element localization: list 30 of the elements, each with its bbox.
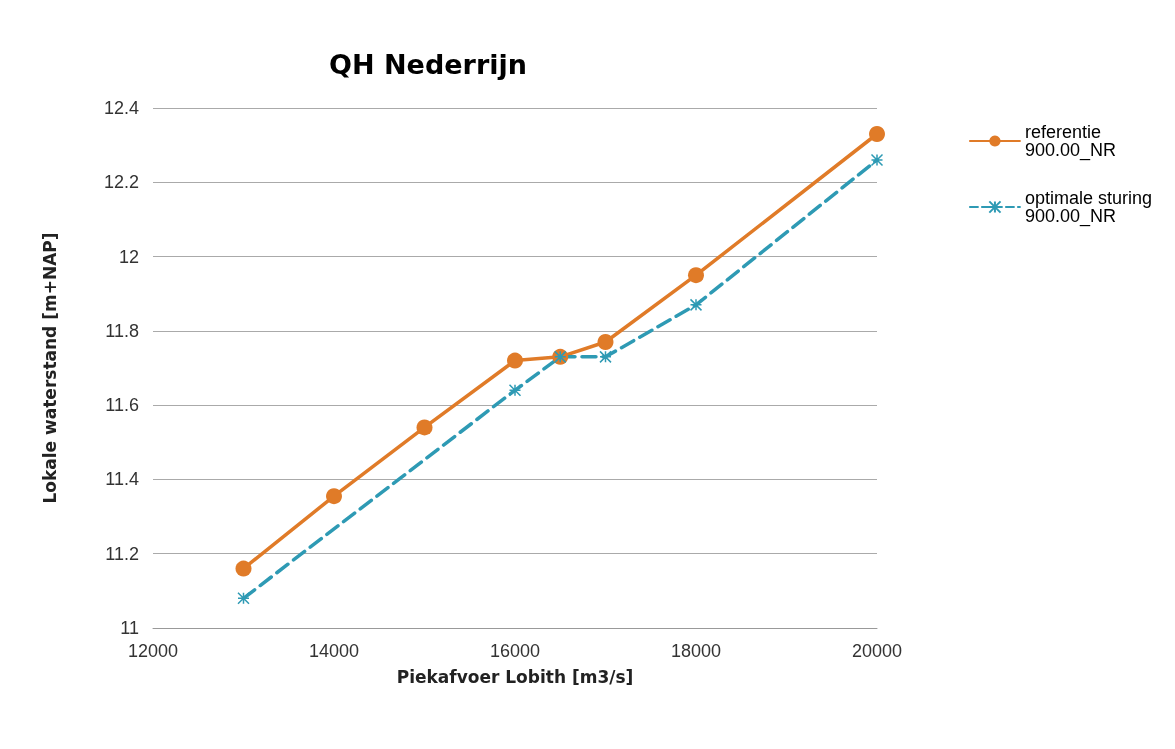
point — [416, 419, 433, 436]
legend-label: referentie 900.00_NR — [1024, 122, 1117, 161]
x-tick-label: 14000 — [308, 641, 360, 661]
legend-label: optimale sturing 900.00_NR — [1024, 188, 1158, 227]
y-tick-label: 11.8 — [105, 320, 139, 341]
y-tick-label: 11.6 — [105, 395, 139, 416]
point — [597, 334, 614, 350]
point — [689, 298, 703, 312]
point — [508, 384, 522, 397]
y-tick-label: 11.4 — [105, 469, 139, 490]
point — [507, 352, 523, 369]
point — [599, 350, 612, 364]
y-tick-label: 11.2 — [105, 543, 139, 564]
y-tick-label: 12.4 — [103, 98, 139, 118]
x-tick-label: 16000 — [489, 641, 541, 661]
chart-title: QH Nederrijn — [329, 49, 527, 80]
point — [870, 153, 884, 167]
point — [326, 488, 342, 505]
x-axis-title: Piekafvoer Lobith [m3/s] — [396, 666, 634, 687]
point — [869, 126, 885, 142]
y-tick-label: 11 — [120, 618, 139, 638]
x-tick-label: 18000 — [670, 641, 722, 661]
y-tick-label: 12.2 — [103, 172, 139, 193]
x-tick-label: 20000 — [851, 641, 903, 661]
x-tick-label: 12000 — [127, 641, 179, 661]
point — [235, 560, 252, 577]
point — [237, 592, 250, 605]
y-tick-label: 12 — [118, 246, 139, 267]
point — [688, 267, 704, 284]
y-axis-title: Lokale waterstand [m+NAP] — [39, 232, 60, 504]
